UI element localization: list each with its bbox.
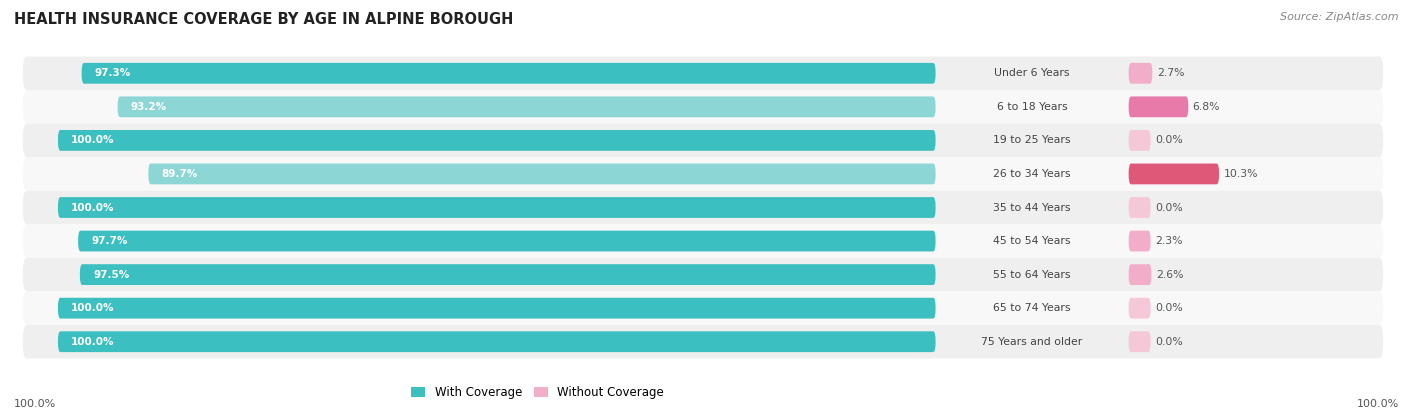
FancyBboxPatch shape xyxy=(1129,331,1150,352)
FancyBboxPatch shape xyxy=(22,224,1384,258)
Text: 100.0%: 100.0% xyxy=(72,203,115,212)
FancyBboxPatch shape xyxy=(1129,298,1150,319)
Text: 2.7%: 2.7% xyxy=(1157,68,1184,78)
Text: 0.0%: 0.0% xyxy=(1154,135,1182,145)
Text: 2.3%: 2.3% xyxy=(1154,236,1182,246)
FancyBboxPatch shape xyxy=(22,124,1384,157)
Text: 26 to 34 Years: 26 to 34 Years xyxy=(994,169,1071,179)
FancyBboxPatch shape xyxy=(1129,231,1150,251)
Text: 97.7%: 97.7% xyxy=(91,236,128,246)
Text: 6 to 18 Years: 6 to 18 Years xyxy=(997,102,1067,112)
FancyBboxPatch shape xyxy=(80,264,935,285)
Text: 100.0%: 100.0% xyxy=(1357,399,1399,409)
Text: 65 to 74 Years: 65 to 74 Years xyxy=(994,303,1071,313)
FancyBboxPatch shape xyxy=(22,157,1384,191)
Text: 2.6%: 2.6% xyxy=(1156,270,1184,280)
Text: 0.0%: 0.0% xyxy=(1154,337,1182,347)
Text: 10.3%: 10.3% xyxy=(1223,169,1258,179)
Text: Source: ZipAtlas.com: Source: ZipAtlas.com xyxy=(1281,12,1399,22)
FancyBboxPatch shape xyxy=(79,231,935,251)
FancyBboxPatch shape xyxy=(22,90,1384,124)
Text: 97.5%: 97.5% xyxy=(93,270,129,280)
FancyBboxPatch shape xyxy=(1129,164,1219,184)
Text: 89.7%: 89.7% xyxy=(162,169,198,179)
Text: 97.3%: 97.3% xyxy=(94,68,131,78)
Text: 55 to 64 Years: 55 to 64 Years xyxy=(994,270,1071,280)
FancyBboxPatch shape xyxy=(1129,264,1152,285)
Text: 100.0%: 100.0% xyxy=(14,399,56,409)
FancyBboxPatch shape xyxy=(58,298,935,319)
Text: 45 to 54 Years: 45 to 54 Years xyxy=(994,236,1071,246)
FancyBboxPatch shape xyxy=(22,291,1384,325)
Text: 100.0%: 100.0% xyxy=(72,337,115,347)
Text: 0.0%: 0.0% xyxy=(1154,303,1182,313)
FancyBboxPatch shape xyxy=(58,197,935,218)
Text: 100.0%: 100.0% xyxy=(72,303,115,313)
FancyBboxPatch shape xyxy=(1129,130,1150,151)
FancyBboxPatch shape xyxy=(149,164,935,184)
FancyBboxPatch shape xyxy=(22,258,1384,291)
Text: 35 to 44 Years: 35 to 44 Years xyxy=(994,203,1071,212)
Text: 6.8%: 6.8% xyxy=(1192,102,1220,112)
FancyBboxPatch shape xyxy=(1129,197,1150,218)
FancyBboxPatch shape xyxy=(58,331,935,352)
FancyBboxPatch shape xyxy=(58,130,935,151)
FancyBboxPatch shape xyxy=(1129,96,1188,117)
FancyBboxPatch shape xyxy=(82,63,935,84)
Text: 75 Years and older: 75 Years and older xyxy=(981,337,1083,347)
FancyBboxPatch shape xyxy=(118,96,935,117)
FancyBboxPatch shape xyxy=(22,325,1384,359)
Text: Under 6 Years: Under 6 Years xyxy=(994,68,1070,78)
Text: 100.0%: 100.0% xyxy=(72,135,115,145)
FancyBboxPatch shape xyxy=(22,191,1384,224)
Text: 0.0%: 0.0% xyxy=(1154,203,1182,212)
Text: 19 to 25 Years: 19 to 25 Years xyxy=(994,135,1071,145)
FancyBboxPatch shape xyxy=(22,56,1384,90)
Text: HEALTH INSURANCE COVERAGE BY AGE IN ALPINE BOROUGH: HEALTH INSURANCE COVERAGE BY AGE IN ALPI… xyxy=(14,12,513,27)
Legend: With Coverage, Without Coverage: With Coverage, Without Coverage xyxy=(406,381,669,403)
Text: 93.2%: 93.2% xyxy=(131,102,167,112)
FancyBboxPatch shape xyxy=(1129,63,1153,84)
